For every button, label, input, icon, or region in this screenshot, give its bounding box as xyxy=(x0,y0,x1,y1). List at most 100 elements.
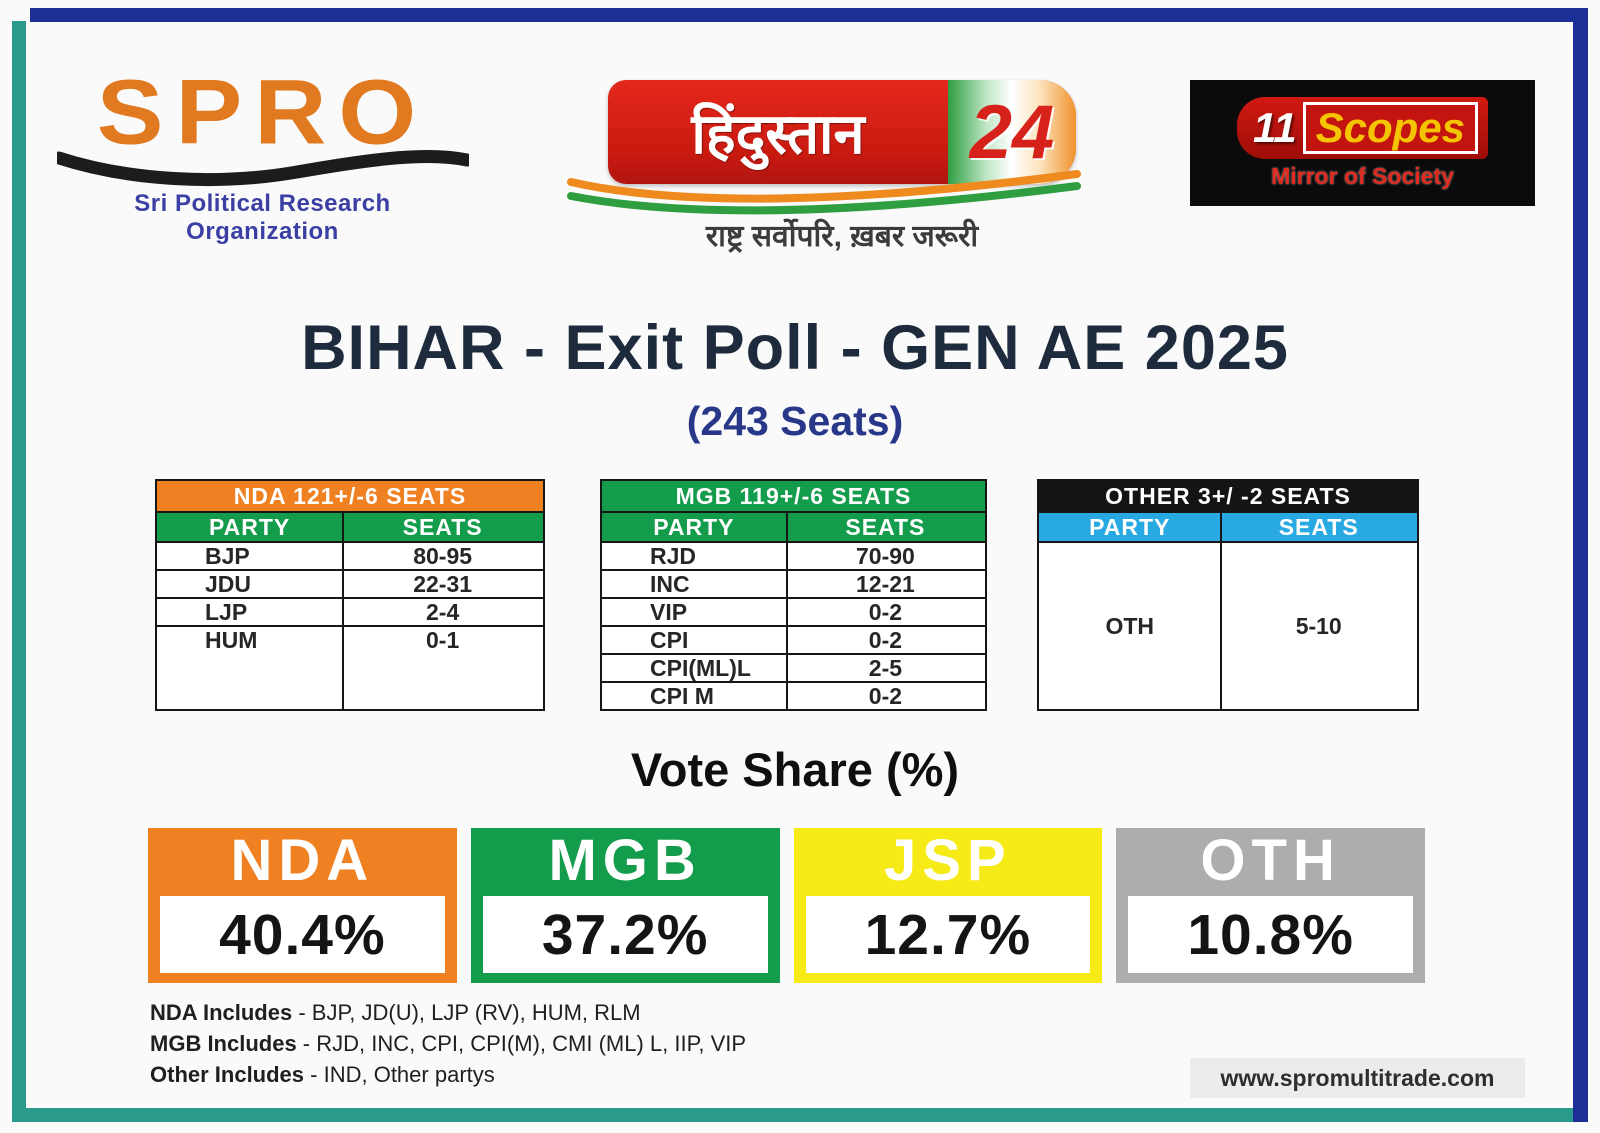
table-grid: PARTY SEATS OTH 5-10 xyxy=(1039,513,1417,709)
scopes-tagline: Mirror of Society xyxy=(1271,162,1454,189)
footnote-label: MGB Includes xyxy=(150,1031,297,1056)
seats-cell: 0-2 xyxy=(868,626,903,653)
footnote-line: Other Includes - IND, Other partys xyxy=(150,1062,495,1087)
table-title: MGB 119+/-6 SEATS xyxy=(602,481,985,513)
seat-table: MGB 119+/-6 SEATS PARTY SEATS RJD 70-90 INC 12… xyxy=(600,479,987,711)
website-url: www.spromultitrade.com xyxy=(1190,1058,1525,1098)
spro-logo: SPRO Sri Political Research Organization xyxy=(55,66,470,246)
column-header-seats: SEATS xyxy=(1278,514,1359,540)
seats-cell: 2-5 xyxy=(868,654,903,681)
party-cell: VIP xyxy=(650,598,688,625)
table-row: HUM 0-1 xyxy=(157,627,543,653)
party-cell: OTH xyxy=(1105,612,1154,639)
seats-cell: 5-10 xyxy=(1295,612,1342,639)
table-column-headers: PARTY SEATS xyxy=(1039,513,1417,543)
page-subtitle: (243 Seats) xyxy=(686,398,904,444)
party-cell: BJP xyxy=(205,542,250,569)
party-cell: CPI xyxy=(650,626,689,653)
table-column-headers: PARTY SEATS xyxy=(157,513,543,543)
table-row: VIP 0-2 xyxy=(602,599,985,627)
spro-wordmark: SPRO xyxy=(96,60,429,164)
column-header-seats: SEATS xyxy=(402,514,483,540)
table-body: RJD 70-90 INC 12-21 VIP 0-2 CPI 0-2 CPI(ML)L 2-5 C… xyxy=(602,543,985,709)
vote-share-card: NDA 40.4% xyxy=(148,828,457,983)
spro-tagline: Sri Political Research Organization xyxy=(134,190,391,245)
table-row: LJP 2-4 xyxy=(157,599,543,627)
vote-share-value-box: 40.4% xyxy=(160,896,445,973)
table-title: OTHER 3+/ -2 SEATS xyxy=(1039,481,1417,513)
party-cell: INC xyxy=(650,570,690,597)
table-title: NDA 121+/-6 SEATS xyxy=(157,481,543,513)
vote-share-value-box: 12.7% xyxy=(805,896,1091,973)
party-cell: CPI M xyxy=(650,682,714,709)
scopes-number: 11 xyxy=(1252,103,1297,151)
column-divider xyxy=(785,513,788,709)
column-divider xyxy=(1220,513,1223,709)
seats-cell: 12-21 xyxy=(855,570,915,597)
vote-share-value-box: 37.2% xyxy=(482,896,768,973)
scopes-pill: 11 Scopes xyxy=(1236,96,1488,159)
frame-bottom-bar xyxy=(12,1108,1573,1122)
footnote-label: NDA Includes xyxy=(150,1000,293,1025)
table-row: JDU 22-31 xyxy=(157,571,543,599)
seats-cell: 2-4 xyxy=(426,598,460,625)
table-body: OTH 5-10 xyxy=(1039,543,1417,709)
footnote-label: Other Includes xyxy=(150,1062,305,1087)
vote-share-row: NDA 40.4% MGB 37.2% JSP 12.7% OTH 10.8% xyxy=(148,828,1425,983)
spro-wave-icon xyxy=(56,149,469,187)
seat-table: NDA 121+/-6 SEATS PARTY SEATS BJP 80-95 JDU 22… xyxy=(155,479,545,711)
frame-top-bar xyxy=(30,8,1588,22)
vote-share-card: OTH 10.8% xyxy=(1116,828,1425,983)
party-cell: RJD xyxy=(650,542,697,569)
seat-table: OTHER 3+/ -2 SEATS PARTY SEATS OTH 5-10 xyxy=(1037,479,1419,711)
table-grid: PARTY SEATS BJP 80-95 JDU 22-31 LJP 2-4 HUM 0-1 xyxy=(157,513,543,709)
vote-share-value: 12.7% xyxy=(864,902,1032,967)
alliance-label: NDA xyxy=(230,828,375,893)
table-grid: PARTY SEATS RJD 70-90 INC 12-21 VIP 0-2 CPI 0-2 CP… xyxy=(602,513,985,709)
seats-cell: 0-2 xyxy=(868,682,903,709)
vote-share-card: MGB 37.2% xyxy=(470,828,780,983)
frame-right-bar xyxy=(1573,8,1588,1122)
alliance-label: JSP xyxy=(884,828,1012,893)
seats-cell: 0-1 xyxy=(426,626,460,653)
table-row: CPI 0-2 xyxy=(602,627,985,655)
alliance-label: OTH xyxy=(1200,828,1341,893)
table-row: INC 12-21 xyxy=(602,571,985,599)
party-cell: LJP xyxy=(205,598,248,625)
column-header-seats: SEATS xyxy=(845,514,926,540)
vote-share-value-box: 10.8% xyxy=(1128,896,1413,973)
party-cell: HUM xyxy=(205,626,258,653)
hindustan24-number: 24 xyxy=(969,89,1055,175)
table-row: BJP 80-95 xyxy=(157,543,543,571)
alliance-footnotes: NDA Includes - BJP, JD(U), LJP (RV), HUM… xyxy=(150,1000,746,1093)
hindustan24-tagline: राष्ट्र सर्वोपरि, ख़बर जरूरी xyxy=(705,220,979,253)
column-header-party: PARTY xyxy=(653,514,735,540)
seats-cell: 80-95 xyxy=(413,542,473,569)
hindustan24-wave-icon xyxy=(567,170,1081,215)
scopes-logo: 11 Scopes Mirror of Society xyxy=(1190,80,1535,206)
party-cell: JDU xyxy=(205,570,252,597)
hindustan24-logo: हिंदुस्तान 24 xyxy=(608,80,1076,184)
table-column-headers: PARTY SEATS xyxy=(602,513,985,543)
frame-left-bar xyxy=(12,21,26,1122)
table-row: CPI M 0-2 xyxy=(602,683,985,709)
table-body: BJP 80-95 JDU 22-31 LJP 2-4 HUM 0-1 xyxy=(157,543,543,709)
alliance-label: MGB xyxy=(548,828,702,893)
table-row: OTH 5-10 xyxy=(1039,613,1417,639)
vote-share-card: JSP 12.7% xyxy=(793,828,1103,983)
vote-share-heading: Vote Share (%) xyxy=(630,743,960,796)
hindustan24-tricolor-panel: 24 xyxy=(948,80,1076,184)
footnote-line: NDA Includes - BJP, JD(U), LJP (RV), HUM… xyxy=(150,1000,641,1025)
page-title: BIHAR - Exit Poll - GEN AE 2025 xyxy=(301,313,1289,383)
seats-cell: 70-90 xyxy=(855,542,915,569)
scopes-wordmark: Scopes xyxy=(1302,101,1478,154)
column-divider xyxy=(342,513,345,709)
table-row: RJD 70-90 xyxy=(602,543,985,571)
hindustan24-wordmark: हिंदुस्तान xyxy=(691,102,865,165)
seats-cell: 0-2 xyxy=(868,598,903,625)
seats-cell: 22-31 xyxy=(413,570,473,597)
vote-share-value: 10.8% xyxy=(1187,902,1354,967)
footnote-line: MGB Includes - RJD, INC, CPI, CPI(M), CM… xyxy=(150,1031,747,1056)
party-cell: CPI(ML)L xyxy=(650,654,751,681)
